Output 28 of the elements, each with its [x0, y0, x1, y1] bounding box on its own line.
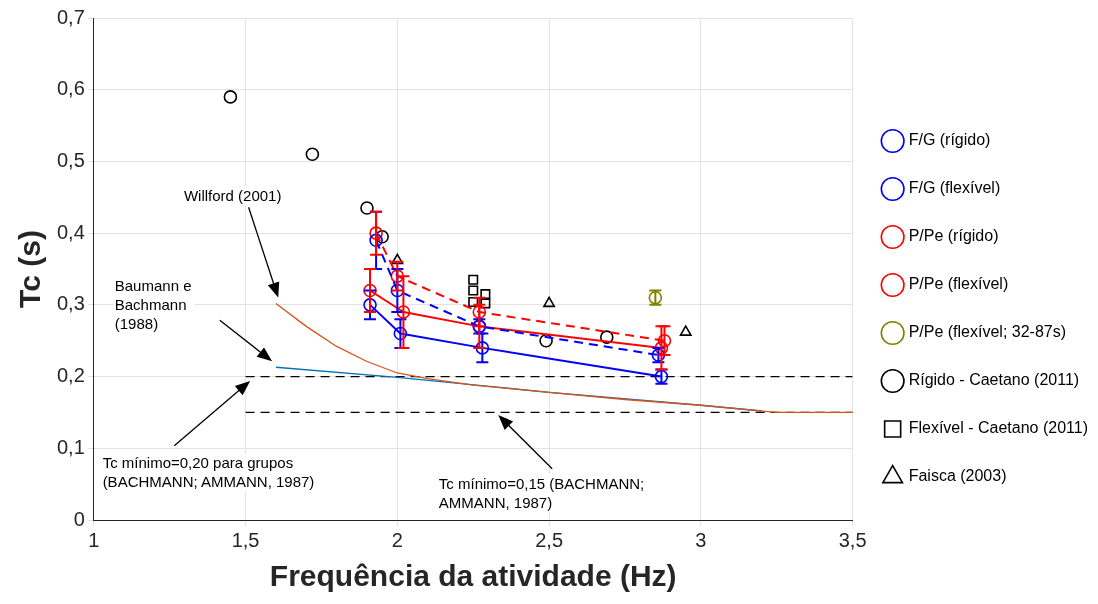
y-tick-label: 0,1 — [56, 435, 85, 458]
y-tick-label: 0,2 — [56, 364, 85, 387]
annotation: Tc mínimo=0,20 para grupos (BACHMANN; AMMANN, 1987) — [100, 453, 317, 492]
y-tick-label: 0,7 — [56, 5, 85, 28]
y-tick-label: 0,5 — [56, 148, 85, 171]
x-tick-label: 1 — [88, 528, 100, 551]
y-tick-label: 0 — [73, 507, 85, 530]
legend-label: Rígido - Caetano (2011) — [908, 371, 1080, 389]
legend-label: P/Pe (flexível) — [908, 275, 1009, 293]
x-tick-label: 3 — [695, 528, 707, 551]
x-axis-title: Frequência da atividade (Hz) — [269, 559, 677, 593]
y-axis-title: Tc (s) — [13, 230, 47, 308]
y-tick-label: 0,3 — [56, 292, 85, 315]
annotation: Willford (2001) — [181, 186, 284, 206]
x-tick-label: 1,5 — [231, 528, 260, 551]
x-tick-label: 2,5 — [535, 528, 564, 551]
x-tick-label: 2 — [391, 528, 403, 551]
legend-label: P/Pe (flexível; 32-87s) — [908, 323, 1067, 341]
legend-label: Faisca (2003) — [908, 467, 1007, 485]
annotation: Baumann e Bachmann (1988) — [112, 276, 194, 334]
x-tick-label: 3,5 — [838, 528, 867, 551]
annotation: Tc mínimo=0,15 (BACHMANN; AMMANN, 1987) — [436, 473, 647, 512]
legend-label: F/G (rígido) — [908, 131, 991, 149]
y-tick-label: 0,4 — [56, 220, 85, 243]
legend-label: P/Pe (rígido) — [908, 227, 999, 245]
legend-label: F/G (flexível) — [908, 179, 1001, 197]
y-tick-label: 0,6 — [56, 77, 85, 100]
legend-label: Flexível - Caetano (2011) — [908, 419, 1088, 437]
